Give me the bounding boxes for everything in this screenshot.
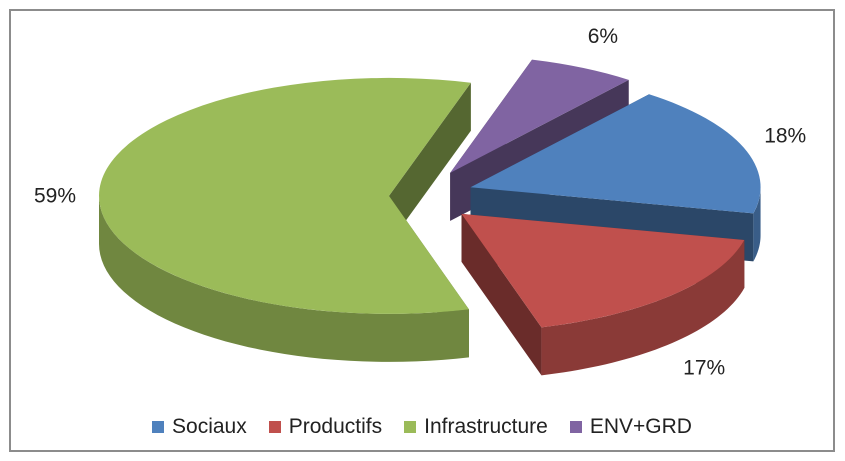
pie-slice-productifs [461,213,745,376]
legend-label-infrastructure: Infrastructure [424,415,548,438]
legend-item-infrastructure: Infrastructure [404,415,548,439]
legend-item-env-grd: ENV+GRD [569,415,692,439]
data-label-productifs: 17% [683,357,725,380]
chart-legend: Sociaux Productifs Infrastructure ENV+GR… [11,415,833,439]
pie-chart: 18% 17% 59% 6% [34,25,806,380]
pie-slice-rim [99,195,469,362]
data-label-infrastructure: 59% [34,184,76,207]
pie-slice-rim [541,240,745,376]
pie-slice-top [450,59,629,173]
pie-slice-wall [389,82,471,244]
pie-slice-infrastructure [99,77,471,362]
chart-frame: 18% 17% 59% 6% Sociaux Productifs Infrastru… [9,9,835,452]
pie-slice-rim [753,187,761,262]
legend-label-env-grd: ENV+GRD [589,415,692,438]
legend-swatch-infrastructure [404,421,417,433]
data-label-sociaux: 18% [764,125,806,148]
pie-slice-wall [461,213,542,376]
legend-item-sociaux: Sociaux [152,415,247,439]
legend-label-productifs: Productifs [288,415,383,438]
legend-label-sociaux: Sociaux [172,415,247,438]
legend-item-productifs: Productifs [268,415,383,439]
legend-swatch-productifs [268,421,281,433]
legend-swatch-sociaux [152,421,165,433]
data-label-env-grd: 6% [588,25,618,48]
pie-slice-top [470,94,761,214]
legend-swatch-env-grd [569,421,582,433]
pie-slice-top [99,77,471,314]
pie-slice-sociaux [470,94,761,262]
pie-slice-top [461,213,745,328]
